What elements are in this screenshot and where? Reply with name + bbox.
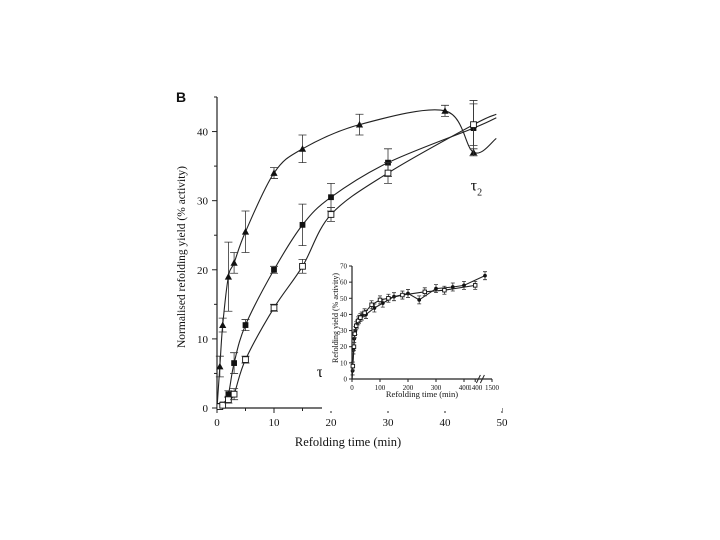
main-data-point: [224, 273, 232, 280]
inset-data-point: [483, 273, 487, 278]
main-data-point: [327, 211, 335, 218]
main-data-point: [384, 169, 392, 177]
main-data-point: [271, 266, 277, 273]
main-data-point: [219, 321, 227, 328]
inset-y-tick-label: 70: [340, 263, 348, 271]
inset-x-tick-label: 1400: [468, 384, 483, 392]
inset-data-point: [417, 298, 422, 302]
inset-data-point: [355, 318, 361, 324]
main-x-tick-label: 10: [269, 417, 281, 429]
main-y-tick-label: 0: [203, 403, 209, 415]
inset-x-tick-label: 200: [403, 384, 414, 392]
inset-x-tick-label: 100: [375, 384, 386, 392]
main-plot: 01020304050010203040τ1τ2: [197, 96, 509, 429]
main-data-point: [230, 259, 238, 266]
inset-data-point: [369, 302, 374, 307]
main-y-tick-label: 40: [197, 127, 209, 139]
main-x-tick-label: 0: [214, 417, 220, 429]
inset-data-point: [422, 289, 428, 295]
main-data-point: [230, 390, 238, 398]
inset-x-tick-label: 1500: [485, 384, 500, 392]
inset-data-point: [386, 296, 391, 301]
inset-x-tick-label: 400: [459, 384, 470, 392]
inset-data-point: [400, 292, 405, 298]
inset-data-point: [472, 283, 478, 288]
inset-data-point: [350, 363, 356, 369]
main-y-tick-label: 20: [197, 265, 209, 277]
inset-axis-break: [475, 374, 485, 384]
main-data-point: [299, 262, 306, 270]
inset-data-point: [351, 344, 357, 349]
main-data-point: [225, 391, 232, 398]
main-data-point: [219, 401, 227, 409]
inset-data-point: [353, 323, 359, 328]
main-data-point: [241, 228, 250, 235]
main-data-point: [299, 221, 306, 228]
inset-y-tick-label: 30: [340, 327, 348, 335]
main-y-tick-label: 30: [197, 196, 209, 208]
main-x-tick-label: 20: [326, 417, 338, 429]
inset-y-axis-label: Refolding yield (% activity): [331, 273, 340, 363]
main-y-tick-label: 10: [197, 334, 209, 346]
main-annotation: τ2: [471, 177, 482, 198]
inset-y-tick-label: 20: [340, 343, 348, 351]
main-x-tick-label: 40: [440, 417, 452, 429]
main-data-point: [298, 145, 307, 152]
main-data-point: [270, 304, 278, 312]
inset-data-point: [442, 288, 447, 293]
main-x-axis-label: Refolding time (min): [295, 435, 401, 449]
main-x-tick-label: 30: [383, 417, 395, 429]
main-data-point: [328, 194, 334, 201]
main-data-point: [231, 360, 237, 366]
main-data-point: [270, 169, 278, 176]
main-annotation-subscript: 2: [477, 187, 482, 198]
main-x-tick-label: 50: [497, 417, 509, 429]
inset-y-tick-label: 60: [340, 279, 348, 287]
main-data-point: [355, 121, 364, 128]
inset-y-tick-label: 10: [340, 359, 348, 367]
inset-data-point: [434, 286, 438, 291]
inset-data-point: [358, 315, 363, 320]
inset-y-tick-label: 0: [344, 376, 348, 384]
main-data-point: [441, 107, 449, 114]
inset-y-tick-label: 50: [340, 295, 348, 303]
main-data-point: [242, 322, 249, 328]
inset-data-point: [352, 331, 358, 337]
inset-data-point: [450, 285, 455, 289]
main-y-axis-label: Normalised refolding yield (% activity): [176, 166, 188, 348]
panel-label: B: [176, 89, 186, 105]
inset-x-axis-label: Refolding time (min): [386, 389, 458, 399]
main-data-point: [470, 121, 477, 128]
inset-x-tick-label: 0: [350, 384, 354, 392]
inset-data-point: [377, 297, 383, 303]
inset-x-tick-label: 300: [431, 384, 442, 392]
inset-data-point: [362, 310, 367, 316]
main-data-point: [242, 356, 249, 363]
main-data-point: [216, 362, 224, 370]
inset-data-point: [462, 283, 466, 288]
inset-y-tick-label: 40: [340, 311, 348, 319]
